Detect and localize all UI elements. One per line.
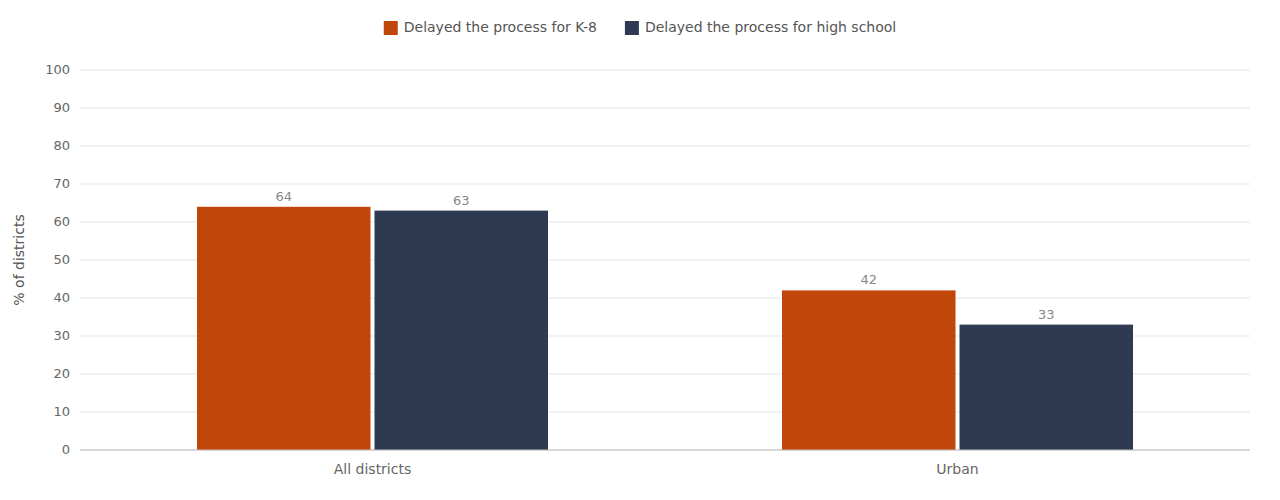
y-tick-label: 60 bbox=[53, 214, 70, 229]
y-tick-label: 100 bbox=[45, 62, 70, 77]
y-tick-label: 10 bbox=[53, 404, 70, 419]
data-label: 42 bbox=[860, 272, 877, 287]
bar bbox=[782, 290, 956, 450]
grid-line bbox=[80, 184, 1250, 185]
data-label: 63 bbox=[453, 193, 470, 208]
y-axis-label: % of districts bbox=[11, 214, 27, 305]
x-tick-label: All districts bbox=[334, 461, 412, 477]
y-tick-label: 90 bbox=[53, 100, 70, 115]
y-tick-label: 30 bbox=[53, 328, 70, 343]
y-tick-label: 0 bbox=[62, 442, 70, 457]
legend: Delayed the process for K-8 Delayed the p… bbox=[384, 19, 897, 35]
y-tick-label: 40 bbox=[53, 290, 70, 305]
grid-line bbox=[80, 146, 1250, 147]
data-label: 33 bbox=[1038, 307, 1055, 322]
bar bbox=[375, 211, 549, 450]
data-label: 64 bbox=[275, 189, 292, 204]
legend-label: Delayed the process for K-8 bbox=[404, 19, 597, 35]
legend-label: Delayed the process for high school bbox=[645, 19, 896, 35]
y-tick-label: 50 bbox=[53, 252, 70, 267]
grid-line bbox=[80, 450, 1250, 451]
legend-item: Delayed the process for high school bbox=[625, 19, 896, 35]
x-tick-label: Urban bbox=[936, 461, 978, 477]
bars bbox=[197, 207, 1133, 450]
y-tick-label: 20 bbox=[53, 366, 70, 381]
y-tick-label: 70 bbox=[53, 176, 70, 191]
chart: 0 10 20 30 40 50 60 70 80 90 100 % of districts 64 63… bbox=[0, 0, 1280, 500]
legend-swatch bbox=[384, 21, 398, 35]
y-tick-label: 80 bbox=[53, 138, 70, 153]
grid bbox=[80, 70, 1250, 450]
data-labels: 64 63 42 33 bbox=[275, 189, 1054, 322]
grid-line bbox=[80, 70, 1250, 71]
legend-item: Delayed the process for K-8 bbox=[384, 19, 597, 35]
grid-line bbox=[80, 108, 1250, 109]
legend-swatch bbox=[625, 21, 639, 35]
bar bbox=[960, 325, 1134, 450]
bar bbox=[197, 207, 371, 450]
chart-container: 0 10 20 30 40 50 60 70 80 90 100 % of districts 64 63… bbox=[0, 0, 1280, 500]
x-axis-line bbox=[80, 450, 1250, 451]
